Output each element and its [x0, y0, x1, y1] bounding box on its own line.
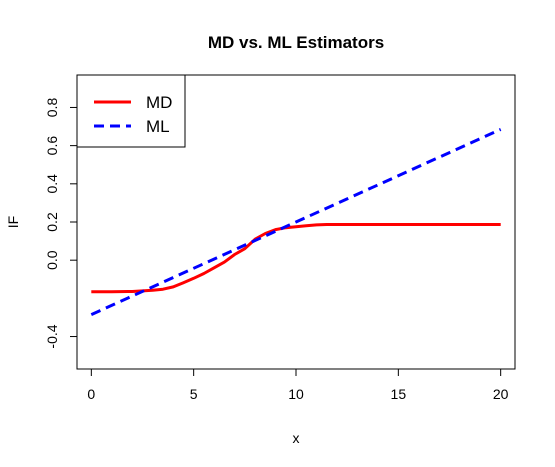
x-tick-label: 20 [493, 386, 509, 402]
x-tick-label: 10 [288, 386, 304, 402]
legend-box [76, 74, 186, 148]
x-axis-label: x [293, 430, 300, 446]
y-tick-label: 0.2 [44, 212, 60, 232]
series-line-md [91, 223, 501, 294]
y-tick-label: 0.0 [44, 250, 60, 270]
chart-title: MD vs. ML Estimators [208, 33, 384, 52]
legend-label-ml: ML [146, 117, 170, 136]
y-tick-label: -0.4 [44, 324, 60, 348]
legend: MD ML [76, 74, 186, 148]
x-tick-label: 5 [190, 386, 198, 402]
y-tick-label: 0.4 [44, 174, 60, 194]
y-axis: -0.4 0.0 0.2 0.4 0.6 0.8 [44, 98, 78, 349]
x-tick-label: 15 [391, 386, 407, 402]
y-tick-label: 0.8 [44, 98, 60, 118]
x-tick-label: 0 [87, 386, 95, 402]
series-line-ml [90, 128, 502, 316]
y-tick-label: 0.6 [44, 136, 60, 156]
x-axis: 0 5 10 15 20 [87, 368, 509, 402]
y-axis-label: IF [5, 216, 21, 228]
legend-label-md: MD [146, 93, 172, 112]
